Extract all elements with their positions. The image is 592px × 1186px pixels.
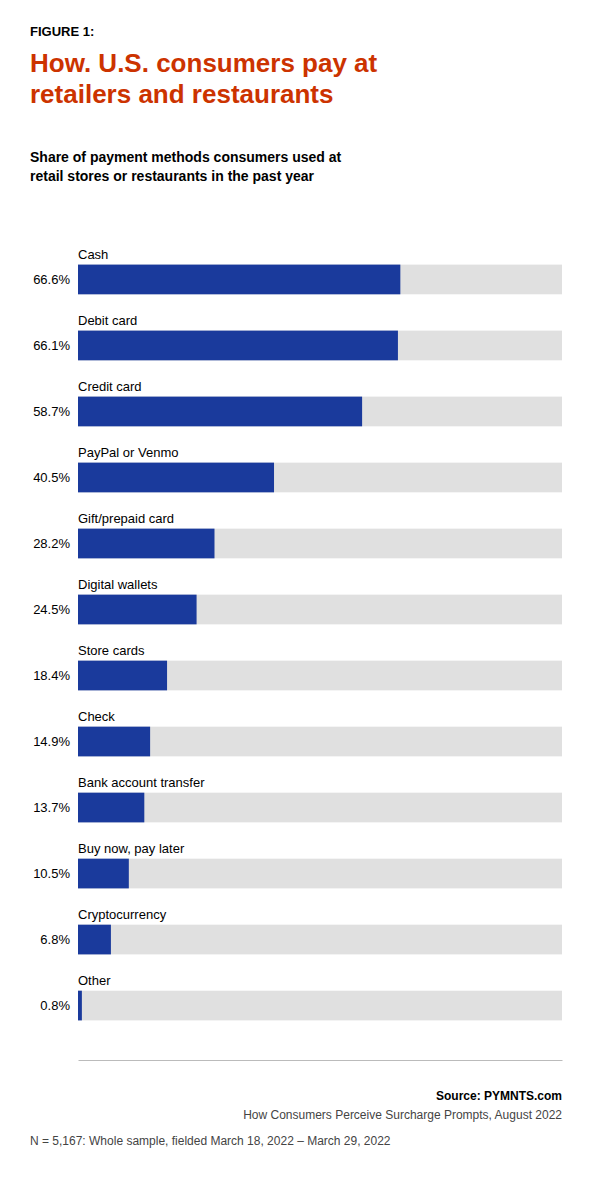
category-label: Debit card — [78, 313, 137, 328]
data-label: 0.8% — [40, 998, 70, 1013]
category-label: Check — [78, 709, 115, 724]
chart-container: FIGURE 1: How. U.S. consumers pay atretai… — [0, 0, 592, 1186]
bar-track — [78, 463, 562, 493]
category-label: Bank account transfer — [78, 775, 205, 790]
bar — [78, 727, 150, 757]
category-label: Credit card — [78, 379, 142, 394]
bar — [78, 925, 111, 955]
category-label: Cash — [78, 247, 108, 262]
bar-track — [78, 727, 562, 757]
bar — [78, 595, 197, 625]
bar — [78, 991, 82, 1021]
bar-track — [78, 661, 562, 691]
category-label: Store cards — [78, 643, 145, 658]
bar — [78, 331, 398, 361]
bar-track — [78, 925, 562, 955]
x-axis — [79, 1060, 563, 1061]
data-label: 40.5% — [33, 470, 70, 485]
bar — [78, 529, 214, 559]
category-label: Buy now, pay later — [78, 841, 185, 856]
category-label: Other — [78, 973, 111, 988]
category-label: Digital wallets — [78, 577, 158, 592]
bar-track — [78, 331, 562, 361]
bar — [78, 265, 400, 295]
bar-track — [78, 859, 562, 889]
bar — [78, 793, 144, 823]
data-label: 58.7% — [33, 404, 70, 419]
bar — [78, 397, 362, 427]
source: N = 5,167: Whole sample, fielded March 1… — [30, 1134, 391, 1148]
data-label: 66.6% — [33, 272, 70, 287]
source: How Consumers Perceive Surcharge Prompts… — [243, 1108, 562, 1122]
data-label: 24.5% — [33, 602, 70, 617]
bar-track — [78, 991, 562, 1021]
title: How. U.S. consumers pay atretailers and … — [30, 48, 378, 109]
bars — [78, 265, 562, 1021]
category-label: Gift/prepaid card — [78, 511, 174, 526]
figure-label: FIGURE 1: — [30, 24, 94, 39]
bar-track — [78, 595, 562, 625]
subtitle: Share of payment methods consumers used … — [30, 149, 342, 184]
data-label: 14.9% — [33, 734, 70, 749]
chart-svg: FIGURE 1: How. U.S. consumers pay atretai… — [0, 0, 592, 1186]
category-label: PayPal or Venmo — [78, 445, 178, 460]
x-axis-line — [79, 1060, 563, 1061]
labels: Cash Debit card Credit card PayPal or Venmo… — [33, 247, 205, 1013]
bar-track — [78, 265, 562, 295]
bar — [78, 661, 167, 691]
bar-track — [78, 793, 562, 823]
data-label: 6.8% — [40, 932, 70, 947]
bar — [78, 463, 274, 493]
source: Source: PYMNTS.com — [436, 1089, 562, 1103]
bar-track — [78, 529, 562, 559]
data-label: 66.1% — [33, 338, 70, 353]
data-label: 18.4% — [33, 668, 70, 683]
data-label: 28.2% — [33, 536, 70, 551]
data-label: 10.5% — [33, 866, 70, 881]
bar-track — [78, 397, 562, 427]
bar — [78, 859, 129, 889]
data-label: 13.7% — [33, 800, 70, 815]
category-label: Cryptocurrency — [78, 907, 167, 922]
